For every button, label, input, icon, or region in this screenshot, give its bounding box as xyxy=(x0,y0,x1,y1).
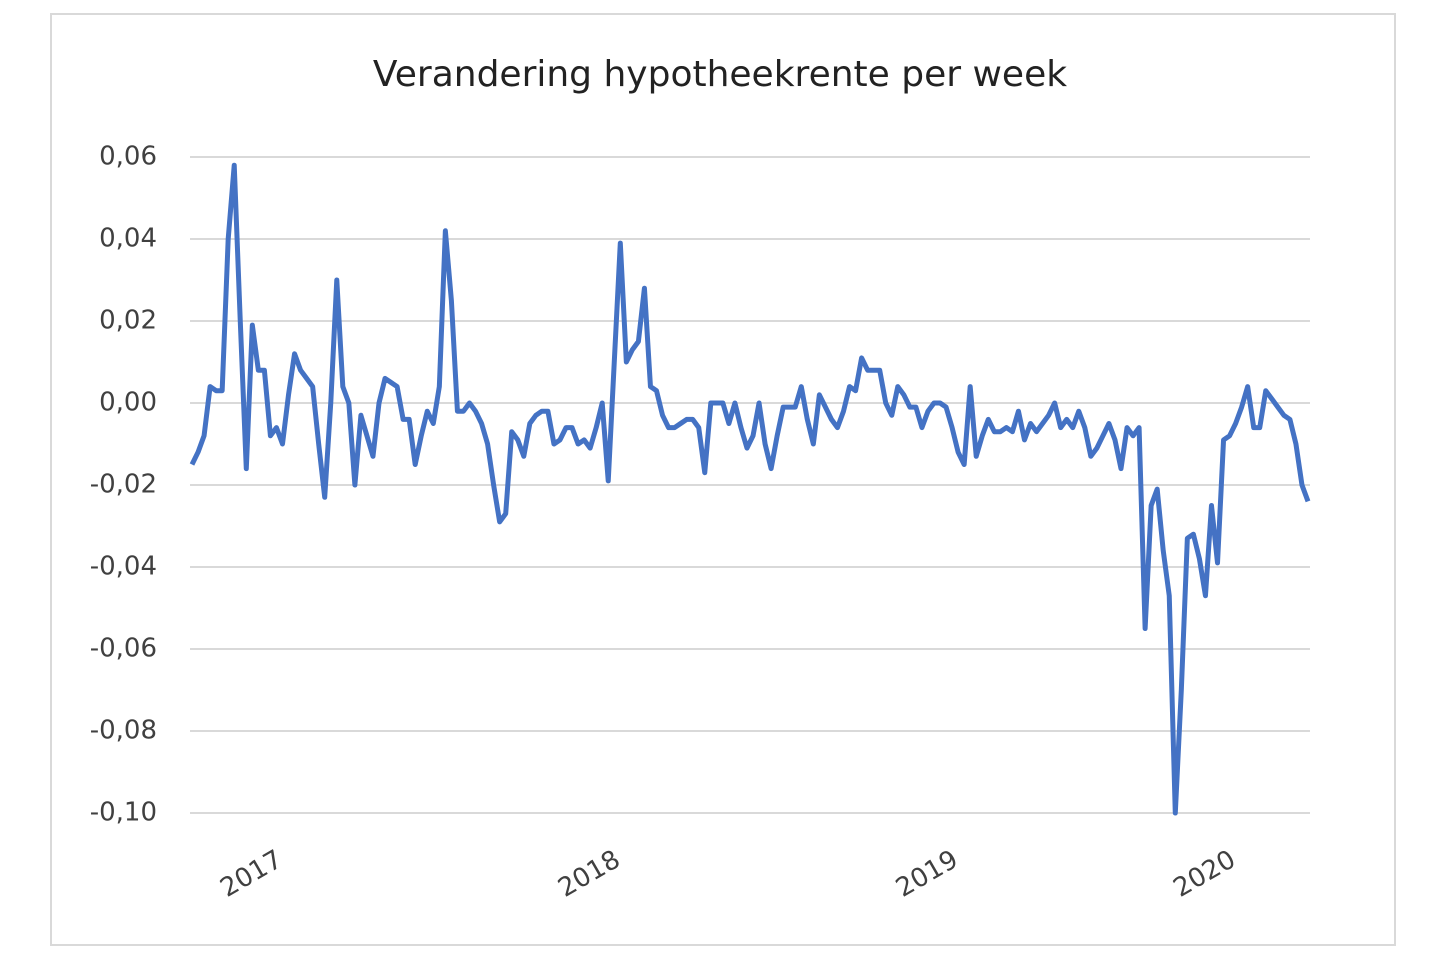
y-tick-label: -0,04 xyxy=(90,552,157,582)
y-tick-label: 0,00 xyxy=(99,388,157,418)
y-tick-label: -0,06 xyxy=(90,634,157,664)
y-tick-label: 0,04 xyxy=(99,224,157,254)
chart-frame xyxy=(50,13,1396,946)
y-tick-label: 0,06 xyxy=(99,142,157,172)
y-tick-label: -0,10 xyxy=(90,798,157,828)
data-line xyxy=(189,162,1311,816)
y-tick-label: -0,02 xyxy=(90,470,157,500)
y-tick-label: 0,02 xyxy=(99,306,157,336)
chart-title: Verandering hypotheekrente per week xyxy=(373,54,1067,95)
y-tick-label: -0,08 xyxy=(90,716,157,746)
